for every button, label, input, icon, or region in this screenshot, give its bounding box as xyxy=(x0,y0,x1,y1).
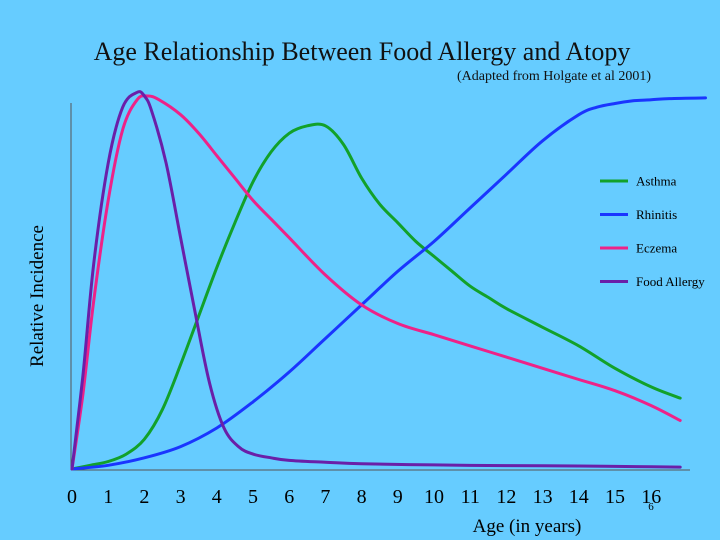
x-tick-label-1: 1 xyxy=(103,486,113,508)
chart-title: Age Relationship Between Food Allergy an… xyxy=(94,37,631,66)
series-layer xyxy=(70,90,707,471)
legend-item-food-allergy: Food Allergy xyxy=(600,274,705,289)
x-tick-label-4: 4 xyxy=(212,486,222,508)
x-tick-label-16: 16 xyxy=(641,486,661,508)
legend-label-food-allergy: Food Allergy xyxy=(636,274,705,289)
x-tick-label-11: 11 xyxy=(461,486,480,508)
slide-number: 6 xyxy=(648,501,654,513)
series-line-rhinitis xyxy=(70,96,707,471)
x-tick-label-9: 9 xyxy=(393,486,403,508)
legend-item-asthma: Asthma xyxy=(600,174,677,189)
series-line-eczema xyxy=(70,94,682,471)
x-tick-label-3: 3 xyxy=(176,486,186,508)
legend: Asthma Rhinitis Eczema Food Allergy xyxy=(600,174,705,289)
legend-item-rhinitis: Rhinitis xyxy=(600,207,677,222)
x-tick-label-7: 7 xyxy=(320,486,330,508)
x-tick-label-5: 5 xyxy=(248,486,258,508)
x-axis-label: Age (in years) xyxy=(473,516,582,537)
x-axis-ticks: 0 1 2 3 4 5 6 7 8 9 10 11 12 13 14 15 16 xyxy=(67,486,661,508)
legend-label-asthma: Asthma xyxy=(636,174,677,189)
x-tick-label-14: 14 xyxy=(569,486,589,508)
x-tick-label-13: 13 xyxy=(533,486,553,508)
legend-label-eczema: Eczema xyxy=(636,241,677,256)
x-tick-label-12: 12 xyxy=(496,486,516,508)
legend-label-rhinitis: Rhinitis xyxy=(636,207,677,222)
x-tick-label-2: 2 xyxy=(139,486,149,508)
x-tick-label-6: 6 xyxy=(284,486,294,508)
x-tick-label-0: 0 xyxy=(67,486,77,508)
x-tick-label-15: 15 xyxy=(605,486,625,508)
x-tick-label-8: 8 xyxy=(357,486,367,508)
y-axis-label: Relative Incidence xyxy=(27,225,48,367)
series-line-food-allergy xyxy=(70,90,682,471)
legend-item-eczema: Eczema xyxy=(600,241,677,256)
series-line-asthma xyxy=(70,122,682,471)
chart-subtitle: (Adapted from Holgate et al 2001) xyxy=(457,69,651,84)
x-tick-label-10: 10 xyxy=(424,486,444,508)
